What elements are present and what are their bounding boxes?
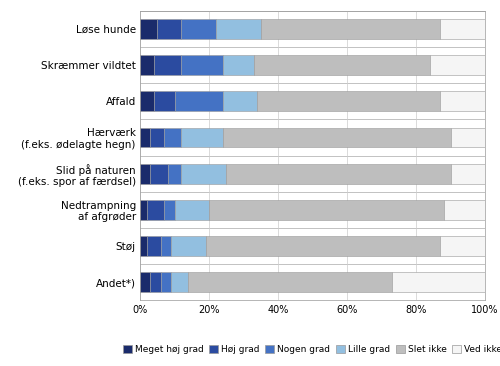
Bar [160, 236, 171, 256]
Bar [254, 55, 430, 75]
Bar [209, 200, 444, 220]
Bar [174, 92, 223, 111]
Bar [140, 92, 154, 111]
Bar [444, 200, 485, 220]
Bar [450, 127, 485, 147]
Bar [147, 236, 160, 256]
Bar [154, 55, 182, 75]
Bar [140, 127, 150, 147]
Bar [171, 272, 188, 292]
Bar [157, 19, 182, 39]
Bar [150, 164, 168, 184]
Bar [174, 200, 209, 220]
Bar [223, 127, 450, 147]
Bar [440, 92, 485, 111]
Bar [182, 55, 223, 75]
Bar [258, 92, 440, 111]
Bar [206, 236, 440, 256]
Bar [450, 164, 485, 184]
Bar [182, 19, 216, 39]
Bar [168, 164, 181, 184]
Legend: Meget høj grad, Høj grad, Nogen grad, Lille grad, Slet ikke, Ved ikke: Meget høj grad, Høj grad, Nogen grad, Li… [123, 345, 500, 354]
Bar [140, 164, 150, 184]
Bar [150, 127, 164, 147]
Bar [392, 272, 485, 292]
Bar [147, 200, 164, 220]
Bar [140, 236, 147, 256]
Bar [216, 19, 261, 39]
Bar [223, 55, 254, 75]
Bar [154, 92, 174, 111]
Bar [140, 200, 147, 220]
Bar [140, 55, 154, 75]
Bar [140, 272, 150, 292]
Bar [160, 272, 171, 292]
Bar [164, 200, 174, 220]
Bar [171, 236, 205, 256]
Bar [440, 19, 485, 39]
Bar [223, 92, 258, 111]
Bar [188, 272, 392, 292]
Bar [140, 19, 157, 39]
Bar [164, 127, 182, 147]
Bar [182, 127, 223, 147]
Bar [150, 272, 160, 292]
Bar [261, 19, 440, 39]
Bar [226, 164, 450, 184]
Bar [182, 164, 226, 184]
Bar [440, 236, 485, 256]
Bar [430, 55, 485, 75]
